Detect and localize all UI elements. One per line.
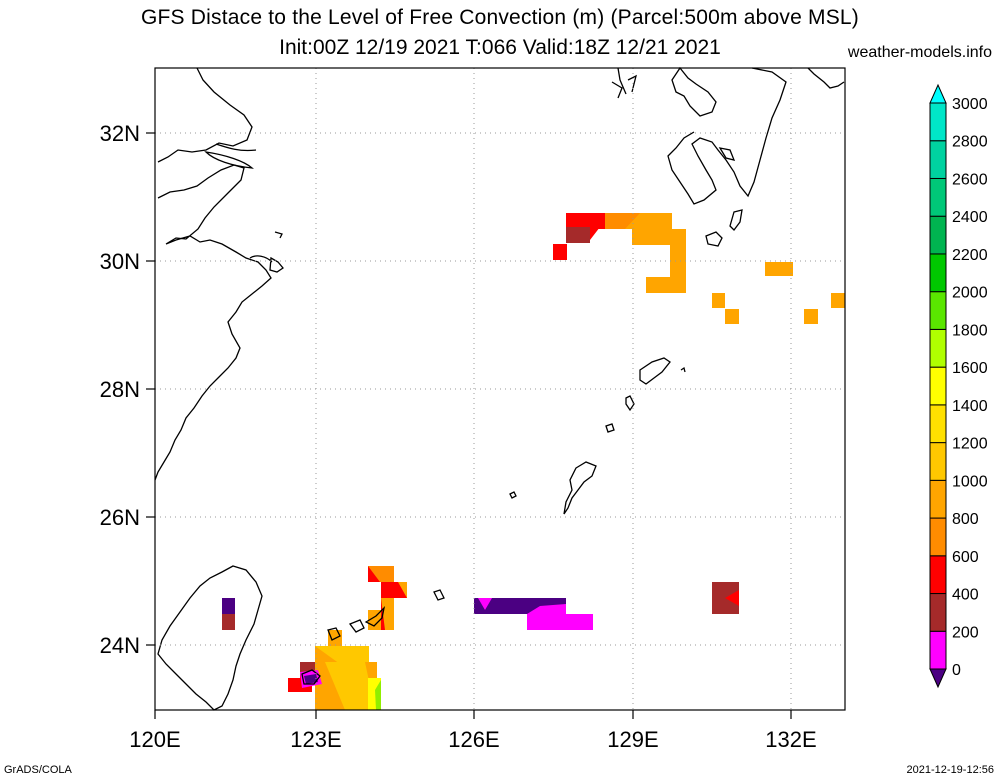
colorbar-segment <box>929 555 947 595</box>
y-tick-30n: 30N <box>100 249 140 274</box>
coastlines <box>154 66 845 711</box>
colorbar-over-triangle <box>929 83 947 104</box>
x-tick-120e: 120E <box>129 727 180 752</box>
y-tick-26n: 26N <box>100 505 140 530</box>
colorbar-label: 1800 <box>952 322 988 339</box>
y-axis-labels: 24N 26N 28N 30N 32N <box>100 121 140 658</box>
y-tick-24n: 24N <box>100 633 140 658</box>
shaded-field <box>222 213 845 710</box>
y-tick-32n: 32N <box>100 121 140 146</box>
colorbar-segment <box>929 517 947 557</box>
x-tick-132e: 132E <box>765 727 816 752</box>
colorbar-label: 200 <box>952 624 979 641</box>
colorbar-label: 800 <box>952 511 979 528</box>
colorbar-segment <box>929 177 947 217</box>
colorbar-segment <box>929 593 947 632</box>
colorbar-label: 1000 <box>952 473 988 490</box>
footer-software: GrADS/COLA <box>4 764 72 776</box>
colorbar-label: 2200 <box>952 247 988 264</box>
x-axis-labels: 120E 123E 126E 129E 132E <box>129 727 816 752</box>
footer-timestamp: 2021-12-19-12:56 <box>906 764 994 776</box>
colorbar-segment <box>929 442 947 481</box>
grid-lines <box>155 68 845 710</box>
x-tick-126e: 126E <box>448 727 499 752</box>
colorbar-segment <box>929 404 947 444</box>
x-tick-123e: 123E <box>290 727 341 752</box>
colorbar-segment <box>929 479 947 519</box>
colorbar-label: 1600 <box>952 360 988 377</box>
site-credit: weather-models.info <box>847 44 992 61</box>
axis-ticks <box>146 132 792 719</box>
y-tick-28n: 28N <box>100 377 140 402</box>
colorbar-segment <box>929 366 947 406</box>
colorbar-label: 3000 <box>952 96 988 113</box>
x-tick-129e: 129E <box>607 727 658 752</box>
colorbar-label: 1400 <box>952 398 988 415</box>
colorbar-segment <box>929 630 947 670</box>
map-title-line2: Init:00Z 12/19 2021 T:066 Valid:18Z 12/2… <box>279 36 721 59</box>
colorbar-label: 2400 <box>952 209 988 226</box>
colorbar-label: 1200 <box>952 436 988 453</box>
map-title-line1: GFS Distace to the Level of Free Convect… <box>141 6 859 29</box>
colorbar-segment <box>929 291 947 330</box>
colorbar-segment <box>929 328 947 368</box>
colorbar-label: 0 <box>952 662 961 679</box>
colorbar-label: 600 <box>952 549 979 566</box>
colorbar-label: 2800 <box>952 134 988 151</box>
colorbar-segment <box>929 140 947 179</box>
colorbar-segment <box>929 215 947 255</box>
colorbar-label: 2000 <box>952 285 988 302</box>
colorbar-label: 2600 <box>952 171 988 188</box>
colorbar-segment <box>929 102 947 142</box>
colorbar-segment <box>929 253 947 293</box>
colorbar-under-triangle <box>929 668 947 689</box>
colorbar: 0 200 400 600 800 1000 1200 1400 1600 1800 2000 220… <box>929 83 988 689</box>
colorbar-label: 400 <box>952 587 979 604</box>
